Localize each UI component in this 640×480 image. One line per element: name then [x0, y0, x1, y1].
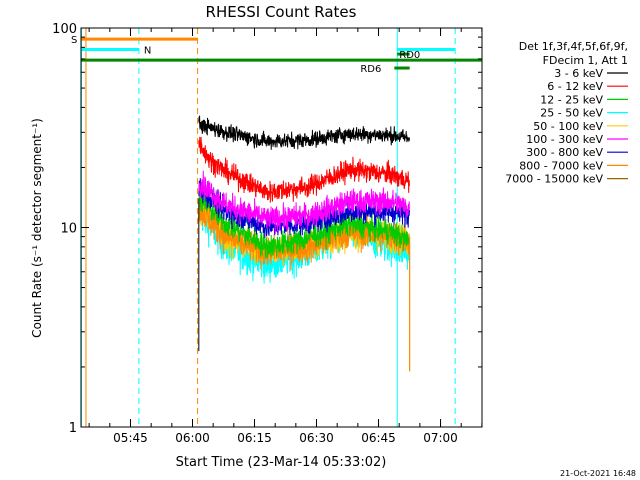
annotation-label: N	[144, 46, 151, 57]
legend-label: 100 - 300 keV	[526, 133, 603, 146]
y-tick-label: 1	[69, 421, 77, 436]
annotation-label: RD0	[399, 50, 420, 61]
series-line	[198, 178, 410, 238]
annotation-label: S	[71, 35, 77, 46]
series-line	[198, 189, 410, 259]
legend-label: 12 - 25 keV	[540, 93, 603, 106]
axis-layer: 05:45 06:00 06:15 06:30 06:45 07:00 1 10 100	[52, 22, 483, 445]
legend-label: 50 - 100 keV	[533, 120, 603, 133]
label-layer: S N RD0 RD6	[71, 35, 420, 75]
series-line	[198, 199, 410, 271]
legend-header-line-1: Det 1f,3f,4f,5f,6f,9f,	[519, 40, 628, 53]
x-tick-label: 06:30	[299, 431, 334, 445]
y-axis-label: Count Rate (s⁻¹ detector segment⁻¹)	[30, 118, 44, 338]
x-tick-label: 06:45	[361, 431, 396, 445]
x-tick-label: 07:00	[423, 431, 458, 445]
footer-timestamp: 21-Oct-2021 16:48	[560, 469, 636, 478]
legend-label: 6 - 12 keV	[547, 80, 603, 93]
legend-label: 3 - 6 keV	[554, 67, 603, 80]
chart-title: RHESSI Count Rates	[206, 3, 357, 21]
series-line	[198, 136, 410, 203]
legend-label: 7000 - 15000 keV	[505, 173, 603, 186]
series-line	[198, 115, 410, 150]
x-tick-label: 05:45	[113, 431, 148, 445]
series-line	[198, 170, 410, 235]
annotation-label: RD6	[360, 64, 381, 75]
legend-label: 800 - 7000 keV	[519, 159, 603, 172]
legend-header-line-2: FDecim 1, Att 1	[543, 54, 628, 67]
legend-label: 25 - 50 keV	[540, 107, 603, 120]
x-tick-label: 06:00	[175, 431, 210, 445]
series-layer	[198, 115, 411, 372]
x-tick-label: 06:15	[237, 431, 272, 445]
x-axis-label: Start Time (23-Mar-14 05:33:02)	[176, 455, 387, 470]
y-tick-label: 10	[60, 222, 77, 237]
legend-label: 300 - 800 keV	[526, 146, 603, 159]
y-tick-label: 100	[52, 22, 77, 37]
